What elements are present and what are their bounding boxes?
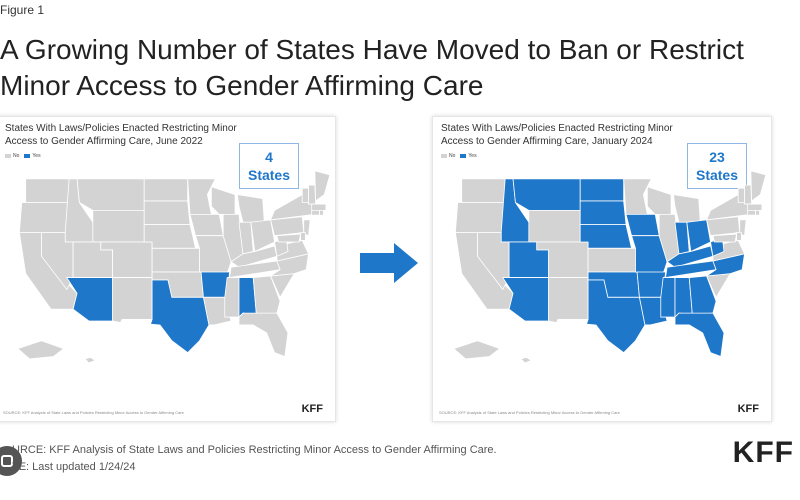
- legend-yes-swatch: [24, 154, 31, 158]
- state-count-word: States: [695, 167, 739, 183]
- panel-title: States With Laws/Policies Enacted Restri…: [441, 123, 673, 147]
- state-ga: [252, 275, 281, 316]
- state-ne: [143, 224, 197, 249]
- state-la: [202, 296, 232, 326]
- state-ms: [224, 277, 240, 318]
- legend-yes-swatch: [460, 154, 467, 158]
- footer-source: URCE: KFF Analysis of State Laws and Pol…: [12, 444, 497, 456]
- kff-logo: KFF: [732, 436, 794, 469]
- legend-no-swatch: [5, 154, 11, 158]
- state-fl: [674, 312, 725, 358]
- legend-no-swatch: [441, 154, 447, 158]
- state-count-word: States: [247, 167, 291, 183]
- figure-label: Figure 1: [0, 3, 45, 17]
- legend-yes-label: Yes: [32, 153, 41, 159]
- state-ia: [625, 213, 660, 237]
- state-or: [454, 202, 506, 233]
- state-count-box: 23 States: [687, 143, 747, 189]
- state-wa: [461, 178, 506, 203]
- state-wa: [25, 178, 70, 203]
- footer-note: TE: Last updated 1/24/24: [12, 461, 136, 473]
- map-panel-june-2022: States With Laws/Policies Enacted Restri…: [0, 116, 336, 422]
- panel-title: States With Laws/Policies Enacted Restri…: [5, 123, 237, 147]
- state-wi: [210, 186, 236, 215]
- state-ia: [189, 213, 224, 237]
- us-map: [17, 170, 331, 364]
- state-ak: [17, 340, 65, 360]
- state-nh: [308, 184, 317, 205]
- state-nh: [744, 184, 753, 205]
- state-nj: [739, 219, 747, 237]
- panel-source: SOURCE: KFF Analysis of State Laws and P…: [3, 410, 184, 415]
- state-wy: [528, 210, 581, 243]
- state-ga: [688, 275, 717, 316]
- state-mt: [76, 178, 145, 211]
- state-ct: [311, 210, 320, 216]
- state-me: [314, 170, 331, 202]
- us-map: [453, 170, 767, 364]
- state-ri: [755, 210, 760, 216]
- legend-no-label: No: [449, 153, 456, 159]
- state-hi: [84, 356, 97, 364]
- state-de: [736, 232, 742, 241]
- arrow-right-icon: [360, 243, 418, 283]
- state-md: [276, 233, 302, 243]
- state-nj: [303, 219, 311, 237]
- state-ks: [587, 247, 636, 273]
- state-md: [712, 233, 738, 243]
- state-ma: [747, 203, 763, 211]
- legend: No Yes: [5, 153, 41, 159]
- state-sd: [143, 200, 191, 226]
- state-count-box: 4 States: [239, 143, 299, 189]
- state-ma: [311, 203, 327, 211]
- state-tx: [149, 279, 210, 354]
- legend-no-label: No: [13, 153, 20, 159]
- state-hi: [520, 356, 533, 364]
- state-mi: [236, 194, 265, 223]
- lens-icon[interactable]: [0, 446, 22, 476]
- state-vt: [737, 187, 745, 203]
- state-vt: [301, 187, 309, 203]
- page-title: A Growing Number of States Have Moved to…: [0, 34, 744, 101]
- state-wi: [646, 186, 672, 215]
- state-me: [750, 170, 767, 202]
- legend: No Yes: [441, 153, 477, 159]
- state-count-number: 23: [709, 149, 725, 165]
- legend-yes-label: Yes: [468, 153, 477, 159]
- state-mn: [623, 178, 652, 215]
- state-ct: [747, 210, 756, 216]
- map-panel-january-2024: States With Laws/Policies Enacted Restri…: [432, 116, 772, 422]
- state-nd: [579, 178, 625, 202]
- state-wy: [92, 210, 145, 243]
- state-ks: [151, 247, 200, 273]
- state-mt: [512, 178, 581, 211]
- state-count-number: 4: [265, 149, 273, 165]
- state-fl: [238, 312, 289, 358]
- state-nd: [143, 178, 189, 202]
- state-ms: [660, 277, 676, 318]
- panel-source: SOURCE: KFF Analysis of State Laws and P…: [439, 410, 620, 415]
- state-ri: [319, 210, 324, 216]
- state-nm: [112, 277, 153, 324]
- state-mn: [187, 178, 216, 215]
- state-ak: [453, 340, 501, 360]
- state-la: [638, 296, 668, 326]
- kff-logo: KFF: [737, 403, 759, 415]
- state-sd: [579, 200, 627, 226]
- state-ne: [579, 224, 633, 249]
- state-or: [18, 202, 70, 233]
- state-mi: [672, 194, 701, 223]
- state-tx: [585, 279, 646, 354]
- state-de: [300, 232, 306, 241]
- kff-logo: KFF: [301, 403, 323, 415]
- state-nm: [548, 277, 589, 324]
